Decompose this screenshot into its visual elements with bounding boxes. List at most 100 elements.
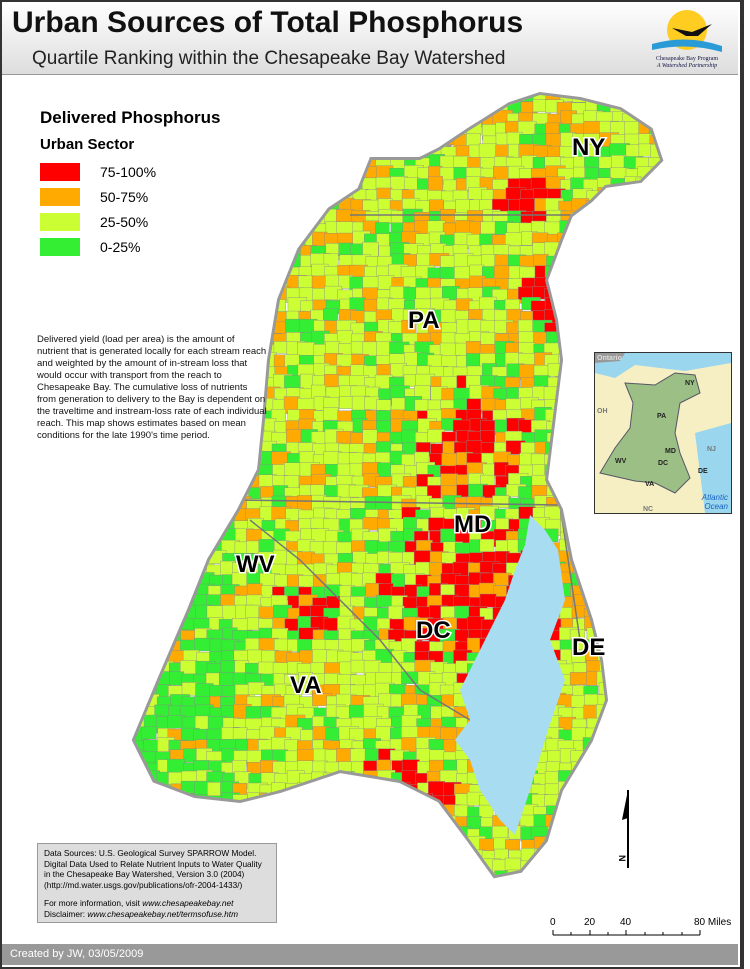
catchment: [648, 562, 660, 576]
catchment: [143, 628, 161, 646]
catchment: [234, 144, 254, 159]
catchment: [271, 187, 292, 204]
catchment: [649, 772, 660, 788]
catchment: [570, 388, 591, 405]
catchment: [583, 231, 599, 249]
catchment: [662, 705, 677, 720]
sources-url[interactable]: (http://md.water.usgs.gov/publications/o…: [44, 879, 243, 890]
catchment: [663, 817, 680, 831]
catchment: [480, 95, 498, 106]
catchment: [608, 859, 629, 873]
catchment: [661, 651, 678, 666]
catchment: [135, 275, 152, 291]
catchment: [557, 804, 576, 819]
catchment: [312, 795, 332, 809]
catchment: [287, 165, 306, 182]
state-label-va: VA: [290, 672, 322, 699]
catchment: [556, 861, 576, 875]
catchment: [135, 495, 146, 512]
catchment: [234, 121, 252, 134]
catchment: [624, 868, 640, 875]
catchment: [573, 869, 592, 875]
catchment: [362, 517, 380, 531]
catchment: [286, 95, 304, 108]
catchment: [559, 333, 575, 349]
catchment: [443, 849, 461, 863]
catchment: [469, 95, 487, 105]
catchment: [261, 805, 277, 823]
catchment: [585, 222, 604, 235]
catchment: [662, 136, 680, 153]
catchment: [649, 838, 660, 855]
catchment: [168, 816, 190, 830]
catchment: [141, 794, 157, 811]
catchment: [570, 517, 586, 532]
catchment: [181, 278, 198, 293]
catchment: [638, 836, 654, 852]
catchment: [169, 288, 184, 306]
catchment: [519, 198, 535, 213]
catchment: [234, 243, 254, 260]
catchment: [156, 263, 171, 279]
catchment: [365, 781, 386, 798]
catchment: [598, 619, 615, 633]
catchment: [598, 792, 617, 806]
legend-label: 25-50%: [100, 213, 149, 230]
catchment: [144, 462, 159, 478]
catchment: [662, 840, 677, 854]
catchment: [311, 803, 332, 818]
catchment: [156, 463, 172, 479]
catchment: [636, 717, 657, 733]
catchment: [401, 793, 416, 807]
catchment: [505, 398, 523, 412]
catchment: [572, 531, 592, 548]
catchment: [638, 806, 657, 821]
catchment: [663, 154, 678, 168]
catchment: [248, 322, 266, 335]
catchment: [572, 310, 590, 326]
catchment: [661, 686, 680, 698]
catchment: [196, 508, 217, 523]
catchment: [559, 289, 581, 305]
catchment: [205, 476, 222, 491]
catchment: [135, 308, 146, 324]
catchment: [611, 572, 631, 588]
catchment: [245, 190, 264, 206]
catchment: [325, 341, 341, 355]
catchment: [167, 509, 184, 523]
inset-label-md: MD: [665, 448, 676, 455]
catchment: [222, 298, 241, 312]
catchment: [312, 827, 328, 844]
catchment: [650, 287, 660, 303]
catchment: [637, 848, 653, 863]
catchment: [192, 454, 213, 470]
catchment: [570, 286, 590, 300]
catchment: [298, 212, 314, 229]
catchment: [154, 638, 171, 656]
catchment: [636, 638, 655, 656]
catchment: [167, 454, 182, 469]
catchment: [157, 804, 173, 822]
catchment: [390, 100, 410, 117]
disclaimer-link[interactable]: www.chesapeakebay.net/termsofuse.htm: [87, 908, 238, 919]
info-link[interactable]: www.chesapeakebay.net: [142, 898, 234, 908]
catchment: [430, 849, 450, 866]
catchment: [558, 398, 577, 414]
catchment: [663, 561, 681, 577]
catchment: [135, 519, 148, 533]
catchment: [260, 157, 278, 174]
sources-line: in the Chesapeake Bay Watershed, Version…: [44, 869, 245, 879]
catchment: [286, 429, 302, 445]
catchment: [560, 363, 578, 378]
catchment: [651, 640, 660, 657]
catchment: [664, 253, 679, 270]
catchment: [235, 265, 255, 279]
catchment: [624, 704, 645, 721]
catchment: [417, 847, 434, 865]
catchment: [183, 474, 199, 492]
catchment: [206, 464, 222, 480]
catchment: [155, 518, 173, 535]
catchment: [599, 299, 617, 317]
catchment: [440, 727, 459, 742]
catchment: [572, 771, 591, 788]
